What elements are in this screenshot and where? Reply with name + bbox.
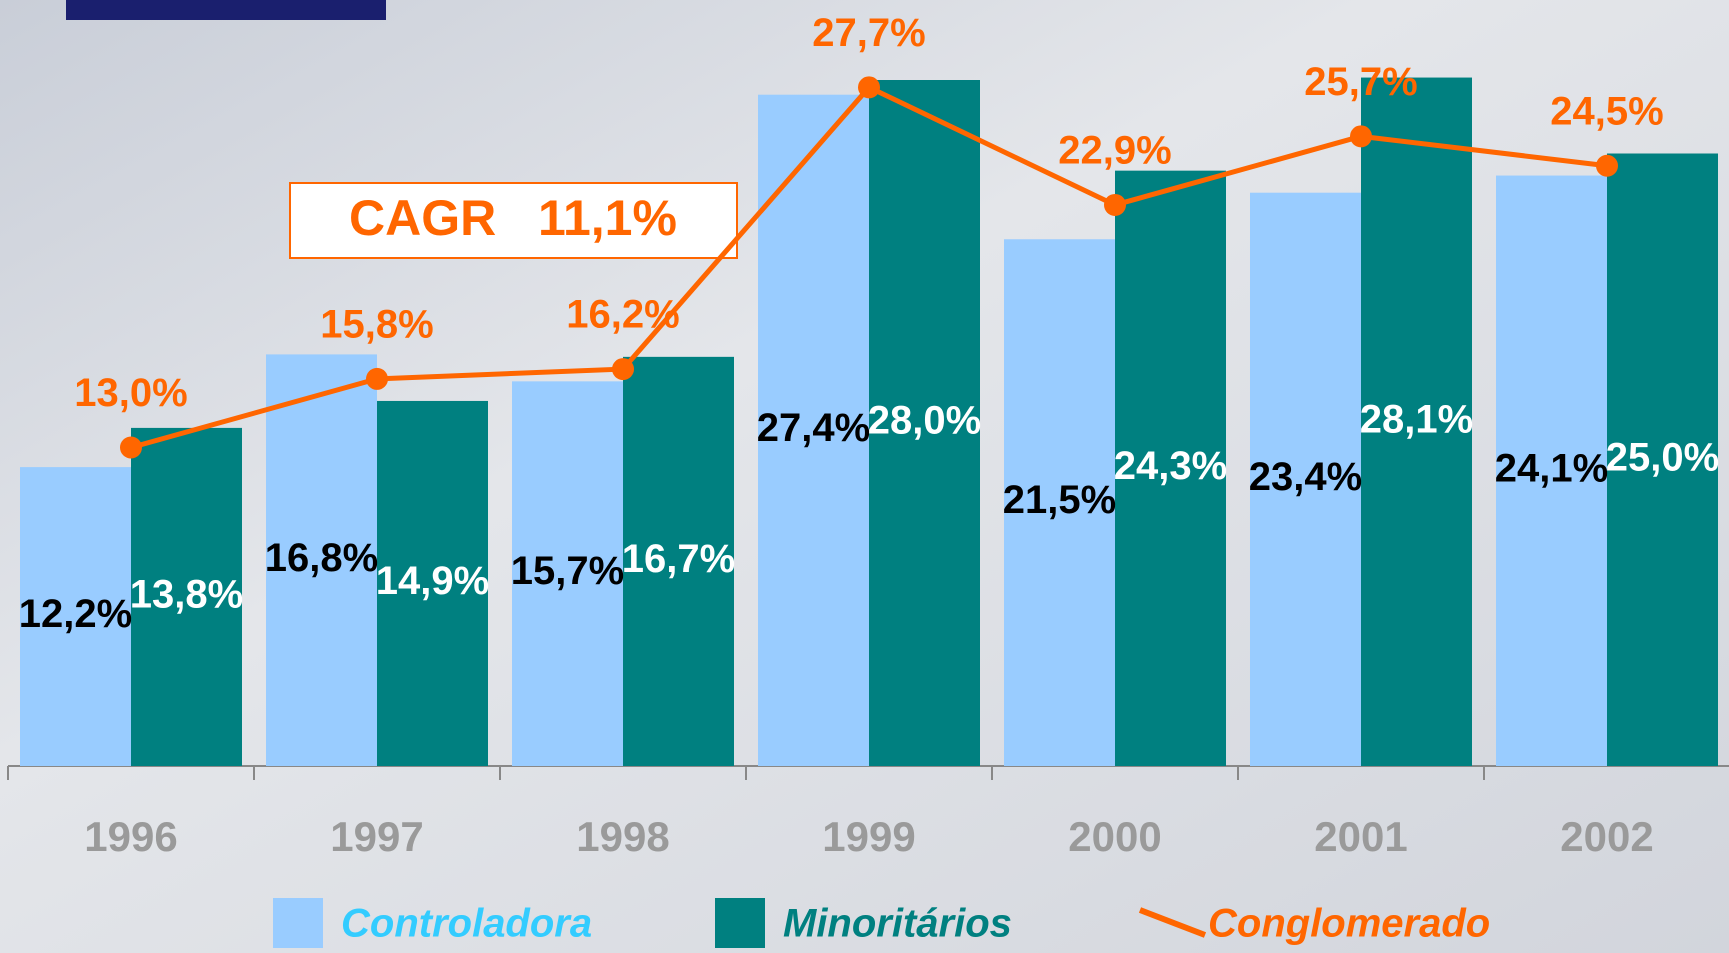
data-label: 16,7% [622, 537, 735, 581]
x-tick-label: 1999 [822, 813, 915, 860]
data-label: 15,8% [320, 302, 433, 346]
line-point [1596, 155, 1618, 177]
data-label: 13,8% [130, 573, 243, 617]
data-label: 16,2% [566, 293, 679, 337]
x-tick-label: 2000 [1068, 813, 1161, 860]
page: {"chart_data":{"type":"bar-line","annota… [0, 0, 1729, 953]
line-point [120, 437, 142, 459]
data-label: 24,3% [1114, 444, 1227, 488]
data-label: 12,2% [19, 592, 132, 636]
annotation: CAGR 11,1% [349, 190, 677, 246]
data-label: 16,8% [265, 536, 378, 580]
data-label: 23,4% [1249, 455, 1362, 499]
data-label: 28,0% [868, 399, 981, 443]
data-label: 25,7% [1304, 60, 1417, 104]
data-label: 15,7% [511, 549, 624, 593]
x-tick-label: 1998 [576, 813, 669, 860]
data-label: 13,0% [74, 371, 187, 415]
data-label: 22,9% [1058, 129, 1171, 173]
data-label: 27,7% [812, 11, 925, 55]
data-label: 25,0% [1606, 435, 1719, 479]
legend-swatch [273, 898, 323, 948]
data-label: 21,5% [1003, 478, 1116, 522]
line-point [1350, 125, 1372, 147]
legend-label: Minoritários [783, 902, 1012, 946]
legend-label: Controladora [341, 902, 592, 946]
data-label: 27,4% [757, 406, 870, 450]
x-tick-label: 2002 [1560, 813, 1653, 860]
legend-swatch [715, 898, 765, 948]
data-label: 28,1% [1360, 397, 1473, 441]
x-tick-label: 1997 [330, 813, 423, 860]
legend-label: Conglomerado [1208, 902, 1490, 946]
header-bar [66, 0, 386, 20]
line-point [366, 368, 388, 390]
line-point [1104, 194, 1126, 216]
data-label: 24,5% [1550, 89, 1663, 133]
data-label: 24,1% [1495, 446, 1608, 490]
data-label: 14,9% [376, 559, 489, 603]
chart: CAGR 11,1% 1996 1997 1998 1999 2000 2001 2002 1… [0, 0, 1729, 953]
x-tick-label: 1996 [84, 813, 177, 860]
x-tick-label: 2001 [1314, 813, 1407, 860]
line-point [858, 76, 880, 98]
line-point [612, 358, 634, 380]
